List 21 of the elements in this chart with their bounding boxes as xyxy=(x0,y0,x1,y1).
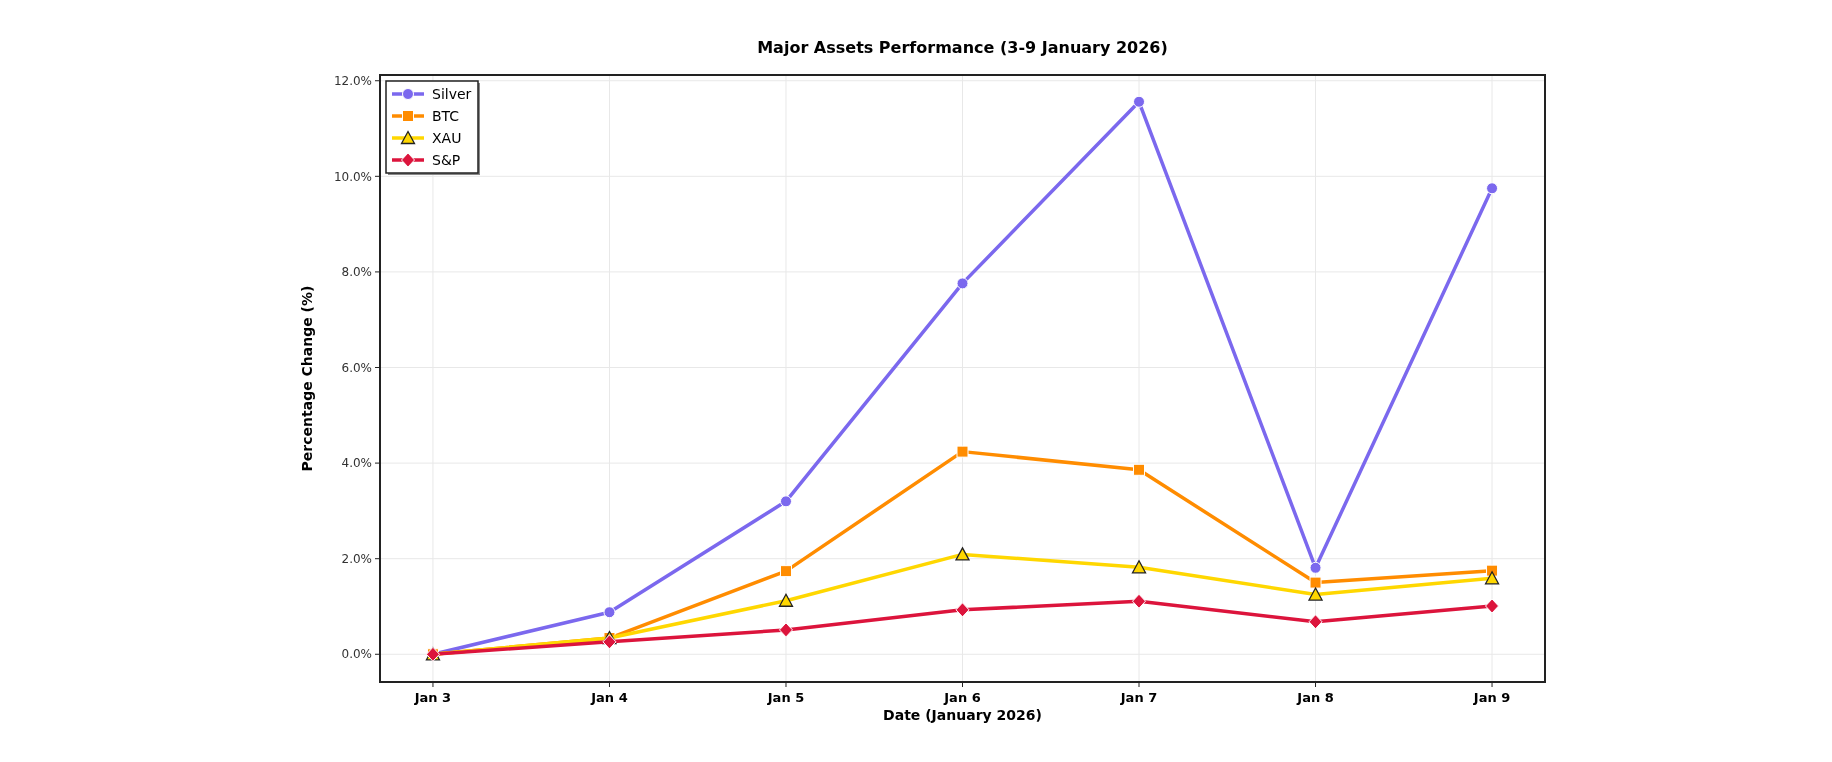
x-tick-label: Jan 5 xyxy=(766,690,805,705)
x-tick-label: Jan 7 xyxy=(1119,690,1158,705)
y-tick-label: 2.0% xyxy=(341,551,372,566)
y-tick-label: 8.0% xyxy=(341,265,372,280)
y-tick-label: 12.0% xyxy=(333,73,372,88)
chart-title: Major Assets Performance (3-9 January 2026) xyxy=(757,38,1168,57)
x-tick-label: Jan 9 xyxy=(1472,690,1511,705)
x-tick-label: Jan 4 xyxy=(590,690,628,705)
y-tick-label: 4.0% xyxy=(341,456,372,471)
y-axis-title: Percentage Change (%) xyxy=(299,285,315,472)
y-tick-label: 6.0% xyxy=(341,360,372,375)
x-tick-label: Jan 8 xyxy=(1296,690,1334,705)
legend-label: Silver xyxy=(432,85,472,102)
legend-label: BTC xyxy=(432,107,460,124)
x-axis-title: Date (January 2026) xyxy=(883,707,1042,723)
x-tick-label: Jan 6 xyxy=(943,690,981,705)
x-tick-label: Jan 3 xyxy=(413,690,452,705)
legend-label: S&P xyxy=(432,151,461,168)
y-tick-label: 0.0% xyxy=(341,647,372,662)
y-tick-label: 10.0% xyxy=(333,169,372,184)
legend-label: XAU xyxy=(432,129,462,146)
